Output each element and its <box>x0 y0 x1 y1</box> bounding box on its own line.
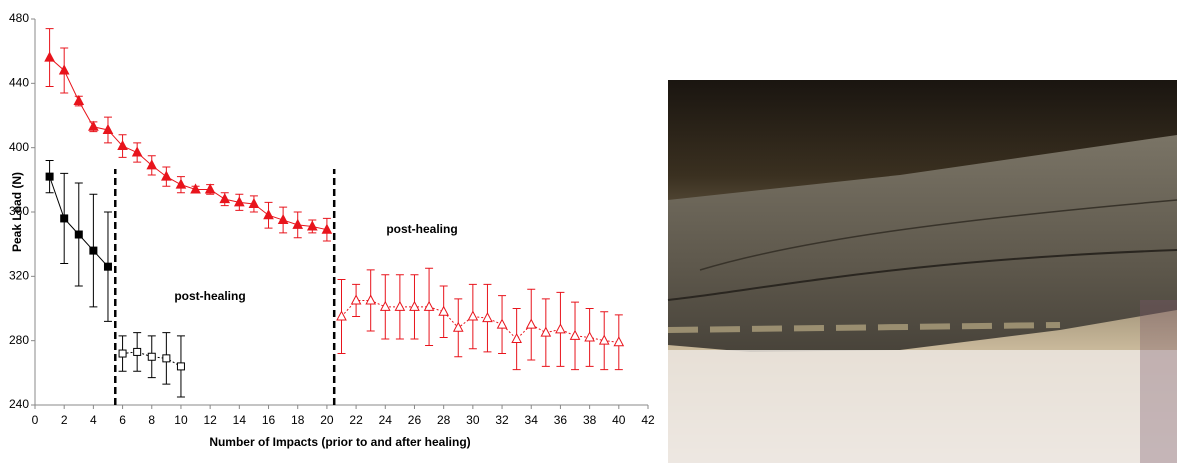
marker <box>148 353 155 360</box>
marker <box>352 295 361 304</box>
marker <box>60 65 69 74</box>
marker <box>556 324 565 333</box>
marker <box>61 215 68 222</box>
marker <box>527 320 536 329</box>
x-tick-label: 30 <box>466 413 480 427</box>
marker <box>104 263 111 270</box>
plot-area: Peak Load (N) Number of Impacts (prior t… <box>9 11 655 449</box>
marker <box>163 355 170 362</box>
x-tick-label: 0 <box>32 413 39 427</box>
y-tick-label: 400 <box>9 140 29 154</box>
marker <box>119 350 126 357</box>
figure: Peak Load (N) Number of Impacts (prior t… <box>0 0 1177 463</box>
marker <box>381 302 390 311</box>
y-tick-label: 240 <box>9 397 29 411</box>
x-tick-label: 26 <box>408 413 422 427</box>
marker <box>75 231 82 238</box>
x-tick-label: 20 <box>320 413 334 427</box>
x-tick-label: 10 <box>174 413 188 427</box>
marker <box>585 332 594 341</box>
marker <box>162 172 171 181</box>
x-tick-label: 42 <box>641 413 655 427</box>
marker <box>133 147 142 156</box>
marker <box>220 194 229 203</box>
annotation: post-healing <box>386 222 457 236</box>
marker <box>176 180 185 189</box>
marker <box>45 53 54 62</box>
marker <box>74 96 83 105</box>
x-tick-label: 36 <box>554 413 568 427</box>
x-tick-label: 28 <box>437 413 451 427</box>
y-tick-label: 320 <box>9 269 29 283</box>
x-tick-label: 32 <box>495 413 509 427</box>
annotation: post-healing <box>174 289 245 303</box>
x-axis-label: Number of Impacts (prior to and after he… <box>209 435 470 449</box>
x-tick-label: 24 <box>379 413 393 427</box>
marker <box>425 302 434 311</box>
x-tick-label: 16 <box>262 413 276 427</box>
marker <box>264 210 273 219</box>
series-line <box>50 58 327 230</box>
marker <box>483 313 492 322</box>
marker <box>46 173 53 180</box>
marker <box>177 363 184 370</box>
marker <box>410 302 419 311</box>
x-tick-label: 34 <box>525 413 539 427</box>
x-tick-label: 4 <box>90 413 97 427</box>
y-tick-label: 440 <box>9 76 29 90</box>
x-tick-label: 22 <box>349 413 363 427</box>
x-tick-label: 40 <box>612 413 626 427</box>
y-tick-label: 480 <box>9 11 29 25</box>
photo <box>668 80 1177 463</box>
marker <box>395 302 404 311</box>
marker <box>468 312 477 321</box>
marker <box>134 348 141 355</box>
marker <box>541 328 550 337</box>
x-tick-label: 8 <box>148 413 155 427</box>
x-tick-label: 18 <box>291 413 305 427</box>
y-tick-label: 280 <box>9 333 29 347</box>
x-tick-label: 6 <box>119 413 126 427</box>
x-tick-label: 38 <box>583 413 597 427</box>
marker <box>498 320 507 329</box>
marker <box>90 247 97 254</box>
marker <box>206 184 215 193</box>
marker <box>614 337 623 346</box>
y-tick-label: 360 <box>9 204 29 218</box>
x-tick-label: 14 <box>233 413 247 427</box>
marker <box>89 122 98 131</box>
marker <box>147 160 156 169</box>
marker <box>366 295 375 304</box>
marker <box>571 331 580 340</box>
x-tick-label: 2 <box>61 413 68 427</box>
x-tick-label: 12 <box>203 413 217 427</box>
